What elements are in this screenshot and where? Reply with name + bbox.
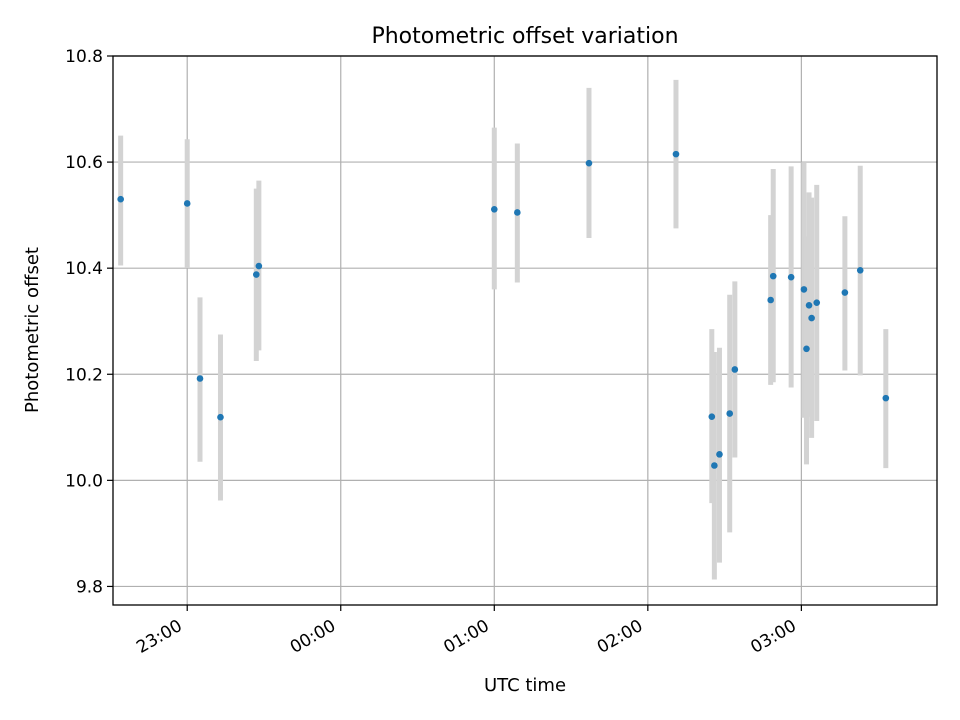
data-point	[803, 345, 810, 353]
data-point	[183, 200, 191, 207]
y-axis-label: Photometric offset	[22, 247, 43, 413]
data-point	[711, 462, 718, 469]
data-point	[769, 272, 777, 280]
data-point	[255, 262, 263, 270]
data-point	[813, 299, 821, 306]
y-tick-label: 10.6	[65, 153, 103, 173]
plot-frame	[112, 55, 938, 606]
data-point	[490, 205, 498, 213]
x-tick-label: 00:00	[287, 616, 339, 658]
data-point	[731, 366, 739, 373]
data-point	[514, 209, 521, 216]
x-axis-label: UTC time	[484, 675, 566, 696]
y-tick-label: 10.8	[65, 47, 103, 67]
y-tick-label: 9.8	[76, 577, 103, 597]
data-points	[117, 150, 890, 469]
data-point	[800, 286, 808, 293]
data-point	[716, 451, 723, 458]
data-point	[196, 375, 204, 382]
data-point	[882, 394, 890, 402]
data-point	[767, 296, 774, 304]
data-point	[253, 271, 260, 278]
error-bars	[118, 79, 889, 580]
data-point	[117, 195, 124, 203]
x-tick-label: 23:00	[133, 616, 185, 658]
data-point	[585, 159, 593, 167]
data-point	[805, 302, 813, 309]
data-point	[672, 150, 680, 158]
y-tick-label: 10.2	[65, 365, 103, 385]
data-point	[808, 314, 815, 322]
x-tick-label: 01:00	[440, 616, 492, 658]
x-tick-label: 03:00	[747, 616, 799, 658]
data-point	[708, 413, 716, 420]
y-tick-label: 10.4	[65, 259, 103, 279]
x-tick-label: 02:00	[594, 616, 646, 658]
data-point	[726, 410, 734, 417]
data-point	[841, 289, 849, 296]
chart-title: Photometric offset variation	[371, 24, 678, 49]
data-point	[217, 413, 224, 421]
data-point	[787, 273, 795, 281]
ticks: 23:00 00:00 01:00 02:00 03:00 9.8 10.0 10.2 10.4…	[65, 47, 802, 658]
data-point	[856, 266, 864, 274]
y-tick-label: 10.0	[65, 471, 103, 491]
